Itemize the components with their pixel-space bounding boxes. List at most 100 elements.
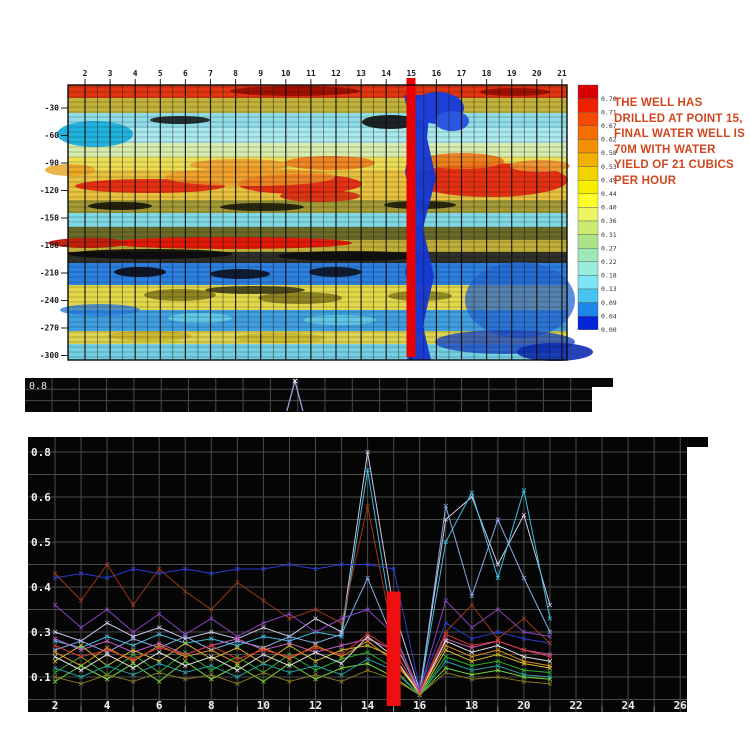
contour-x-tick-label: 5 [158, 69, 163, 78]
profiles-y-tick-label: 0.1 [31, 671, 51, 684]
contour-y-tick-label: -30 [45, 104, 60, 113]
series-line-white [54, 635, 551, 694]
contour-x-tick-label: 9 [258, 69, 263, 78]
contour-x-tick-label: 21 [557, 69, 567, 78]
colorbar-swatch [577, 316, 599, 331]
contour-x-tick-label: 17 [457, 69, 467, 78]
colorbar-swatch [577, 125, 599, 140]
profiles-x-tick-label: 24 [621, 699, 635, 712]
contour-y-tick-label: -270 [40, 324, 59, 333]
profiles-x-tick-label: 16 [413, 699, 427, 712]
contour-x-tick-label: 2 [83, 69, 88, 78]
profiles-x-tick-label: 6 [156, 699, 163, 712]
strip-y-tick-label: 0.8 [29, 381, 47, 392]
series-line-blue [54, 563, 551, 690]
colorbar-swatch [577, 207, 599, 222]
colorbar-label: 0.36 [601, 217, 617, 225]
contour-x-tick-label: 20 [532, 69, 542, 78]
series-line-cyan [54, 469, 551, 695]
annotation-line: DRILLED AT POINT 15, [614, 112, 743, 125]
annotation-line: THE WELL HAS [614, 97, 703, 109]
contour-border [67, 84, 568, 361]
contour-x-tick-label: 13 [356, 69, 366, 78]
strip-bg [25, 378, 592, 412]
colorbar-label: 0.18 [601, 272, 617, 280]
colorbar-swatch [577, 98, 599, 113]
annotation-line: YIELD OF 21 CUBICS [614, 159, 734, 171]
profiles-x-tick-label: 26 [674, 699, 688, 712]
annotation-line: FINAL WATER WELL IS [614, 128, 745, 140]
colorbar-swatch [577, 139, 599, 154]
series-line-crimson [54, 633, 551, 694]
annotation-line: PER HOUR [614, 174, 677, 187]
series-line-brown [54, 505, 551, 692]
profiles-x-tick-label: 22 [569, 699, 582, 712]
series-line-purple [54, 599, 551, 692]
series-line-lime [54, 660, 550, 696]
profiles-x-tick-label: 20 [517, 699, 530, 712]
well-red-bar [406, 78, 416, 357]
colorbar-label: 0.31 [601, 231, 617, 239]
colorbar-label: 0.76 [601, 95, 617, 103]
profiles-x-tick-label: 14 [361, 699, 375, 712]
colorbar-swatch [577, 84, 599, 99]
colorbar-label: 0.67 [601, 122, 617, 130]
colorbar-swatch [577, 166, 599, 181]
profiles-x-tick-label: 8 [208, 699, 215, 712]
colorbar-swatch [577, 288, 599, 303]
colorbar-label: 0.49 [601, 176, 617, 184]
contour-y-tick-label: -210 [40, 269, 59, 278]
colorbar-swatch [577, 275, 599, 290]
colorbar-label: 0.13 [601, 285, 617, 293]
colorbar-swatch [577, 261, 599, 276]
series-markers-blue [52, 562, 553, 691]
contour-x-tick-label: 18 [482, 69, 492, 78]
contour-y-tick-label: -90 [45, 159, 60, 168]
contour-y-tick-label: -150 [40, 214, 59, 223]
profiles-x-tick-label: 18 [465, 699, 478, 712]
contour-x-tick-label: 10 [281, 69, 291, 78]
colorbar-swatch [577, 152, 599, 167]
contour-x-tick-label: 11 [306, 69, 316, 78]
anomaly-blob [435, 111, 469, 131]
profiles-bg [28, 437, 687, 712]
colorbar-swatch [577, 193, 599, 208]
profiles-y-tick-label: 0.4 [31, 581, 51, 594]
contour-x-tick-label: 8 [233, 69, 238, 78]
series-line-teal [54, 658, 550, 696]
strip-spike-marker [292, 378, 298, 384]
colorbar-swatch [577, 179, 599, 194]
profiles-y-tick-label: 0.3 [31, 626, 51, 639]
colorbar-label: 0.04 [601, 312, 617, 320]
profiles-x-tick-label: 10 [257, 699, 270, 712]
contour-y-tick-label: -60 [45, 131, 60, 140]
profiles-y-tick-label: 0.5 [31, 536, 51, 549]
contour-x-tick-label: 19 [507, 69, 517, 78]
colorbar-label: 0.62 [601, 136, 617, 144]
contour-y-tick-label: -300 [40, 351, 59, 360]
colorbar-swatch [577, 247, 599, 262]
contour-x-tick-label: 16 [432, 69, 442, 78]
colorbar-label: 0.71 [601, 108, 617, 116]
series-line-olive [54, 669, 550, 696]
colorbar-swatch [577, 234, 599, 249]
colorbar-label: 0.40 [601, 204, 617, 212]
contour-x-tick-label: 14 [381, 69, 391, 78]
contour-x-tick-label: 15 [406, 69, 416, 78]
contour-y-tick-label: -180 [40, 241, 59, 250]
profiles-y-tick-label: 0.6 [31, 491, 51, 504]
colorbar-label: 0.58 [601, 149, 617, 157]
contour-x-tick-label: 6 [183, 69, 188, 78]
profiles-tab [687, 437, 708, 447]
profiles-x-tick-label: 2 [52, 699, 59, 712]
profiles-x-tick-label: 12 [309, 699, 322, 712]
series-line-gold [54, 642, 551, 696]
contour-x-tick-label: 4 [133, 69, 138, 78]
contour-lines-texture [68, 85, 567, 360]
colorbar-label: 0.44 [601, 190, 617, 198]
colorbar-swatch [577, 302, 599, 317]
contour-x-tick-label: 3 [108, 69, 113, 78]
contour-x-tick-label: 12 [331, 69, 341, 78]
